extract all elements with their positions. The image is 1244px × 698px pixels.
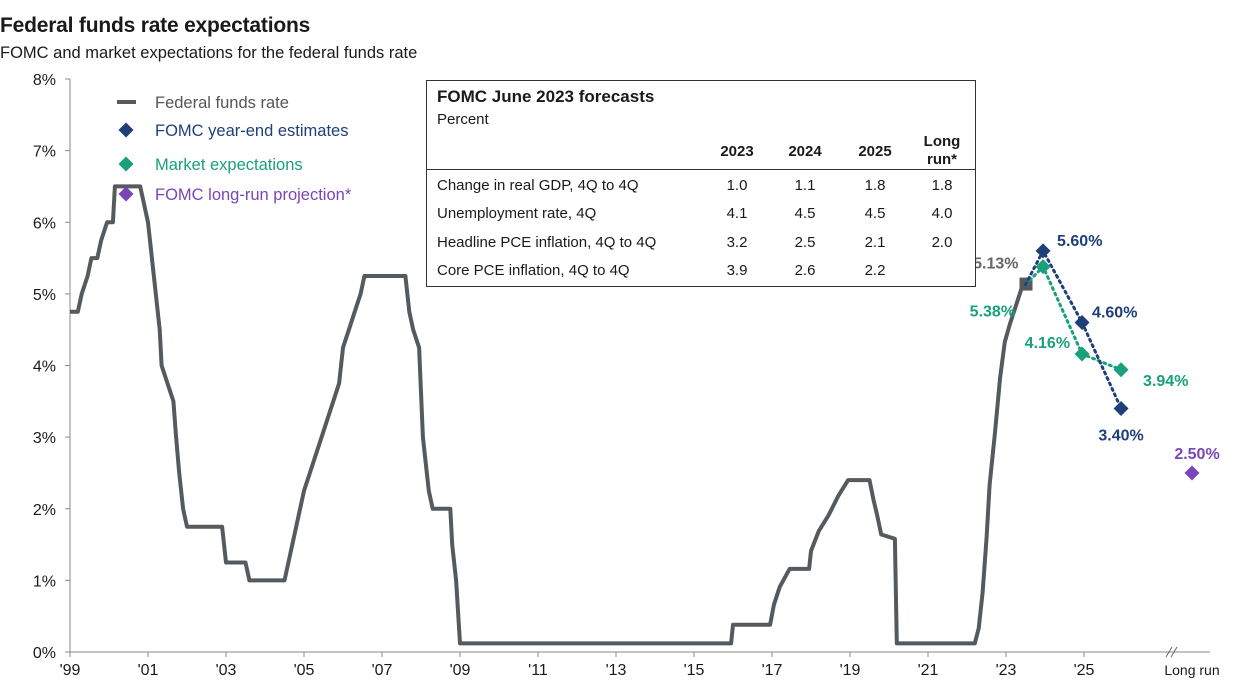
table-row-label: Headline PCE inflation, 4Q to 4Q bbox=[437, 234, 657, 251]
market-expectation-marker bbox=[1035, 259, 1051, 275]
x-tick-label: '11 bbox=[528, 662, 548, 679]
y-tick-label: 2% bbox=[33, 502, 56, 519]
y-tick-label: 8% bbox=[33, 72, 56, 89]
table-cell: 3.9 bbox=[726, 262, 748, 279]
x-tick-label: '17 bbox=[762, 662, 783, 679]
table-cell: 1.0 bbox=[726, 177, 748, 194]
table-cell: 4.0 bbox=[931, 205, 953, 222]
market-expectation-marker bbox=[1074, 346, 1090, 362]
legend-label: FOMC long-run projection* bbox=[155, 186, 352, 204]
table-row: Unemployment rate, 4Q bbox=[437, 205, 596, 233]
table-row: Core PCE inflation, 4Q to 4Q bbox=[437, 262, 630, 290]
fomc-estimate-marker bbox=[1074, 315, 1090, 331]
x-tick-label: '13 bbox=[606, 662, 627, 679]
chart-ticks: 0% 1% 2% 3% 4% 5% 6% 7% 8% '99 '01 '03 '05 '07 '09 '11 '… bbox=[33, 72, 1220, 679]
table-row: Change in real GDP, 4Q to 4Q bbox=[437, 177, 639, 205]
x-tick-label: '09 bbox=[450, 662, 471, 679]
table-cell: 4.5 bbox=[794, 205, 816, 222]
x-tick-label-long-run: Long run bbox=[1164, 662, 1219, 678]
table-cell: 2.6 bbox=[794, 262, 816, 279]
table-cell: 1.8 bbox=[931, 177, 953, 194]
table-cell: 3.2 bbox=[726, 234, 748, 251]
x-tick-label: '25 bbox=[1074, 662, 1095, 679]
market-expectation-label: 4.16% bbox=[1025, 335, 1070, 352]
table-cell: 4.5 bbox=[864, 205, 886, 222]
chart-title: Federal funds rate expectations bbox=[0, 14, 311, 37]
chart-legend: Federal funds rate FOMC year-end estimate… bbox=[117, 94, 352, 204]
fomc-estimate-marker bbox=[1035, 243, 1051, 259]
x-tick-label: '99 bbox=[60, 662, 81, 679]
fomc-estimates-dotted-line bbox=[1024, 247, 1123, 410]
table-cell: 2.1 bbox=[864, 234, 886, 251]
y-tick-label: 1% bbox=[33, 573, 56, 590]
table-header-long-run: Long run* bbox=[923, 133, 961, 168]
table-row-label: Unemployment rate, 4Q bbox=[437, 205, 597, 222]
federal-funds-rate-line bbox=[70, 184, 1027, 646]
legend-diamond-icon bbox=[118, 122, 134, 138]
table-cell: 4.1 bbox=[726, 205, 748, 222]
y-tick-label: 0% bbox=[33, 645, 56, 662]
y-tick-label: 5% bbox=[33, 287, 56, 304]
market-expectations-dotted-line bbox=[1024, 264, 1123, 372]
market-expectation-label: 3.94% bbox=[1143, 373, 1188, 390]
table-header-2023: 2023 bbox=[720, 143, 754, 160]
long-run-projection-marker bbox=[1184, 465, 1200, 481]
y-tick-label: 7% bbox=[33, 144, 56, 161]
current-rate-label: 5.13% bbox=[973, 256, 1018, 273]
x-tick-label: '21 bbox=[918, 662, 939, 679]
legend-label: Federal funds rate bbox=[155, 94, 289, 112]
x-tick-label: '19 bbox=[840, 662, 861, 679]
legend-label: FOMC year-end estimates bbox=[155, 122, 348, 140]
long-run-projection-label: 2.50% bbox=[1174, 446, 1219, 463]
x-tick-label: '23 bbox=[996, 662, 1017, 679]
forecast-table-title: FOMC June 2023 forecasts bbox=[437, 87, 655, 106]
fomc-estimate-label: 5.60% bbox=[1057, 233, 1102, 250]
table-header-2025: 2025 bbox=[858, 143, 892, 160]
x-tick-label: '05 bbox=[294, 662, 315, 679]
legend-label: Market expectations bbox=[155, 156, 303, 174]
y-tick-label: 3% bbox=[33, 430, 56, 447]
x-tick-label: '07 bbox=[372, 662, 393, 679]
legend-diamond-icon bbox=[118, 156, 134, 172]
table-cell: 2.0 bbox=[931, 234, 953, 251]
chart-series bbox=[70, 184, 1200, 646]
table-row-label: Core PCE inflation, 4Q to 4Q bbox=[437, 262, 630, 279]
fomc-estimate-label: 4.60% bbox=[1092, 305, 1137, 322]
x-tick-label: '15 bbox=[684, 662, 705, 679]
market-expectation-marker bbox=[1113, 362, 1129, 378]
market-expectation-label: 5.38% bbox=[970, 304, 1015, 321]
x-tick-label: '03 bbox=[216, 662, 237, 679]
table-row: Headline PCE inflation, 4Q to 4Q bbox=[437, 234, 656, 262]
y-tick-label: 4% bbox=[33, 359, 56, 376]
table-cell: 2.5 bbox=[794, 234, 816, 251]
table-row-label: Change in real GDP, 4Q to 4Q bbox=[437, 177, 639, 194]
chart-subtitle: FOMC and market expectations for the fed… bbox=[0, 44, 418, 62]
fomc-estimate-label: 3.40% bbox=[1098, 427, 1143, 444]
forecast-table-unit: Percent bbox=[437, 111, 489, 128]
legend-diamond-icon bbox=[118, 186, 134, 202]
forecast-table: FOMC June 2023 forecasts Percent 2023 20… bbox=[426, 80, 976, 287]
x-tick-label: '01 bbox=[138, 662, 159, 679]
y-tick-label: 6% bbox=[33, 215, 56, 232]
table-cell: 1.8 bbox=[864, 177, 886, 194]
table-header-2024: 2024 bbox=[788, 143, 822, 160]
table-cell: 2.2 bbox=[864, 262, 886, 279]
table-cell: 1.1 bbox=[794, 177, 816, 194]
chart-data-labels: 5.13% 5.60% 4.60% 3.40% 5.38% 4.16% 3.94% 2.50% bbox=[970, 233, 1220, 463]
fomc-estimate-marker bbox=[1113, 400, 1129, 416]
table-divider bbox=[427, 169, 975, 170]
axis-break-mark bbox=[1170, 646, 1178, 658]
axis-break-mark bbox=[1165, 646, 1173, 658]
